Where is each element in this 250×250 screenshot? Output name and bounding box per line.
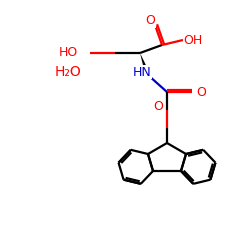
- Text: H₂O: H₂O: [54, 65, 82, 79]
- Text: O: O: [145, 14, 155, 28]
- Polygon shape: [140, 53, 150, 76]
- Text: HN: HN: [132, 66, 152, 78]
- Text: HO: HO: [59, 46, 78, 60]
- Text: O: O: [196, 86, 206, 98]
- Text: O: O: [153, 100, 163, 114]
- Text: OH: OH: [184, 34, 203, 46]
